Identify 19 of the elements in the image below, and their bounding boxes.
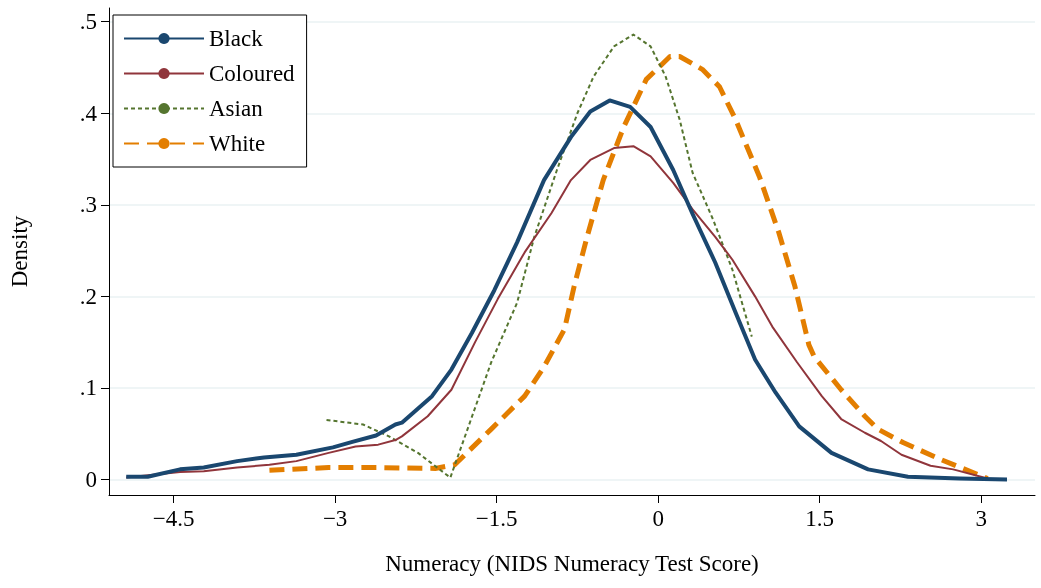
y-tick-label: .1 — [79, 375, 97, 401]
legend-label: Asian — [209, 96, 264, 121]
y-tick-label: .2 — [79, 283, 97, 309]
legend-label: Black — [209, 26, 264, 51]
line-series — [325, 33, 753, 479]
x-tick-label: −1.5 — [475, 506, 518, 531]
legend-label: Coloured — [209, 61, 296, 86]
x-tick-label: 3 — [975, 506, 987, 531]
x-tick-label: 1.5 — [805, 506, 835, 531]
y-tick-label: .4 — [79, 100, 98, 126]
y-tick-label: .3 — [79, 192, 97, 218]
y-tick-label: 0 — [85, 466, 97, 492]
x-tick-label: −4.5 — [152, 506, 195, 531]
y-tick-label: .5 — [79, 9, 97, 35]
x-axis-title: Numeracy (NIDS Numeracy Test Score) — [385, 551, 759, 576]
y-axis-title: Density — [7, 215, 32, 288]
x-tick-label: 0 — [652, 506, 664, 531]
legend-label: White — [209, 131, 266, 156]
x-tick-label: −3 — [322, 506, 348, 531]
